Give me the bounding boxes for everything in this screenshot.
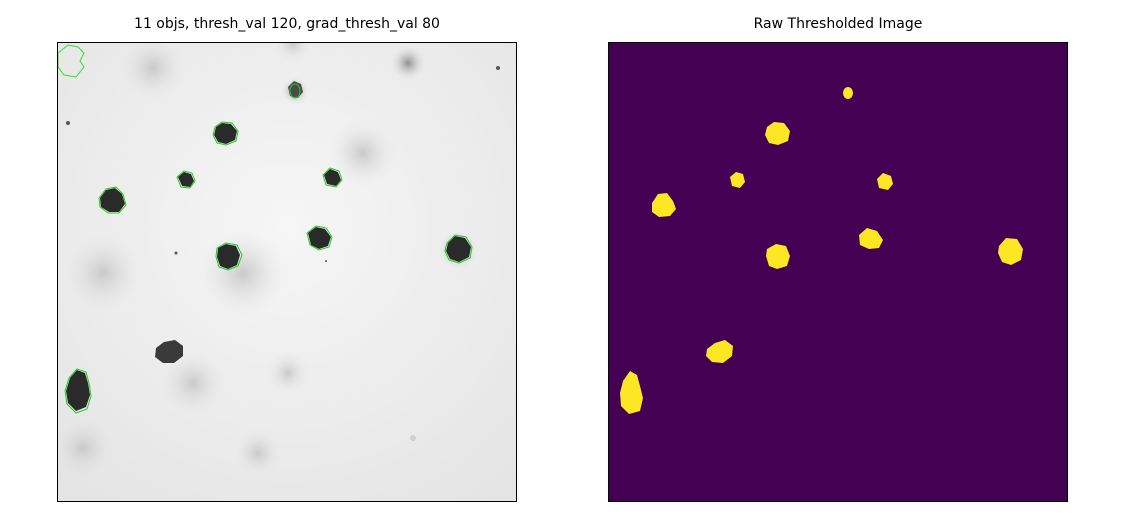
thresholded-image-panel bbox=[608, 42, 1068, 502]
thresholded-mask bbox=[609, 43, 1067, 501]
grayscale-image-panel bbox=[57, 42, 517, 502]
left-panel-title: 11 objs, thresh_val 120, grad_thresh_val… bbox=[134, 16, 440, 32]
right-panel-title: Raw Thresholded Image bbox=[753, 16, 923, 32]
grayscale-image bbox=[58, 43, 516, 501]
